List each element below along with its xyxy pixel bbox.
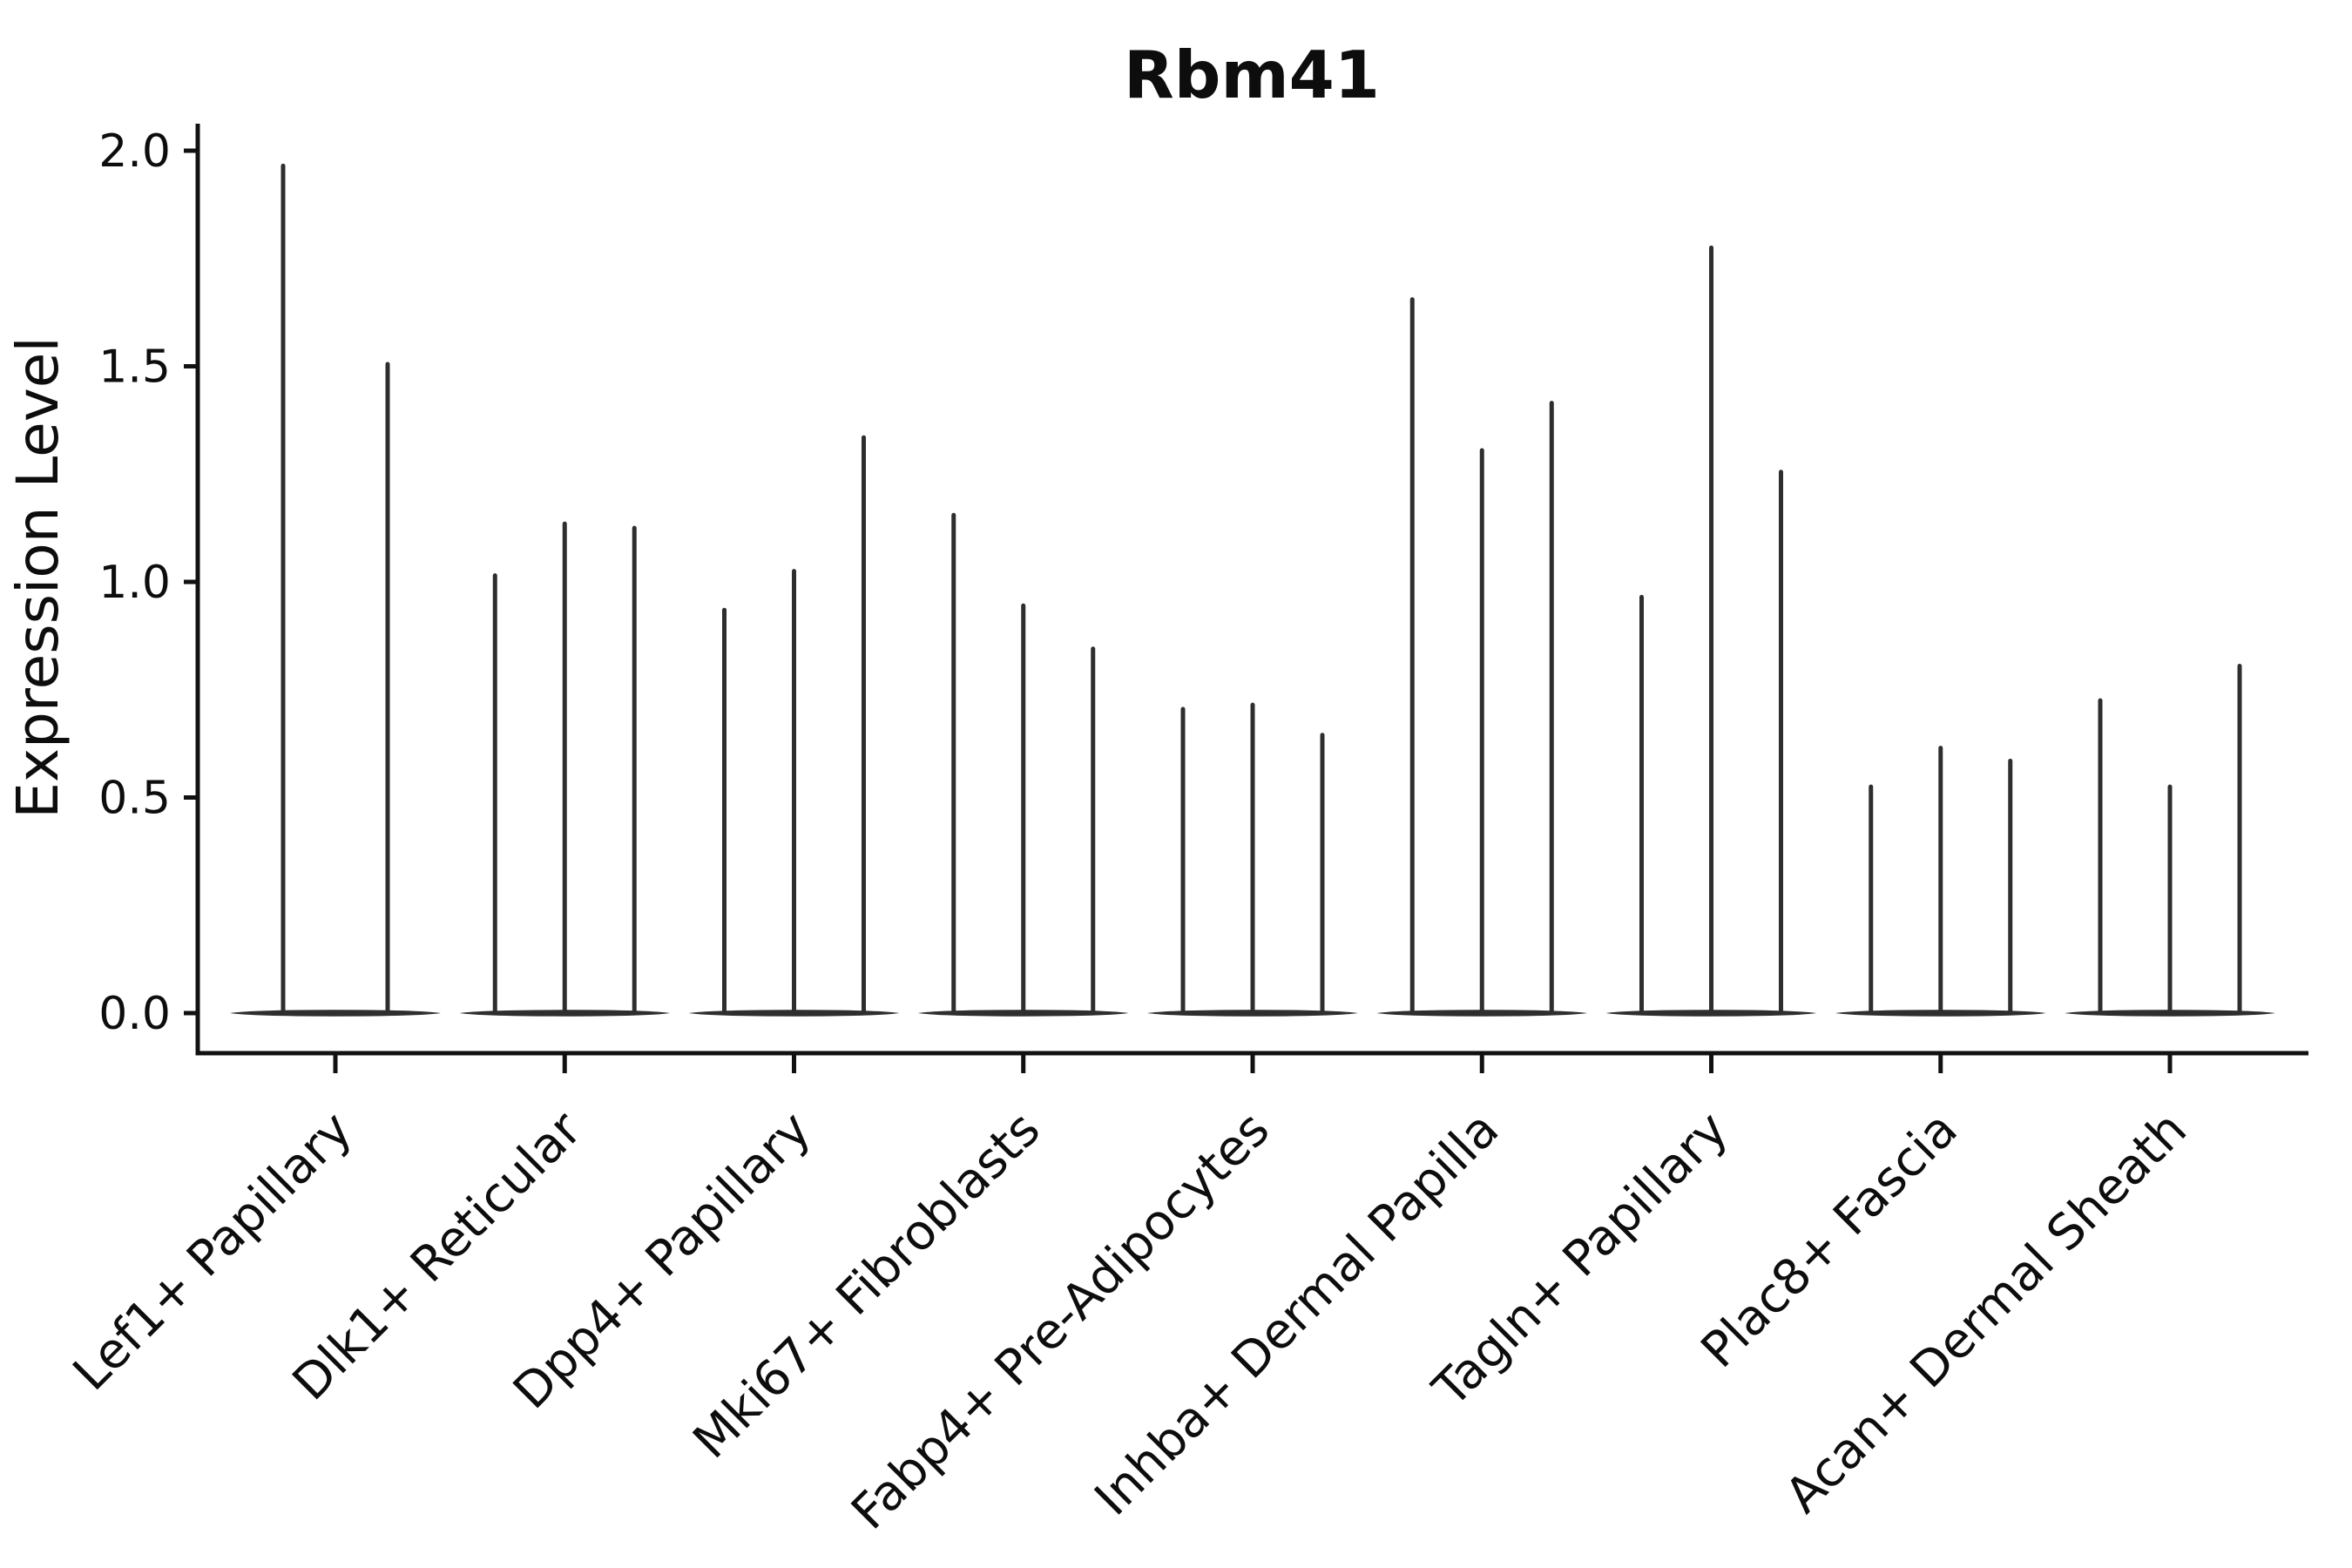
- y-tick-label: 1.5: [98, 341, 171, 394]
- violin-spike: [562, 521, 567, 1015]
- violin-group: [459, 521, 671, 1017]
- violin-spike: [492, 573, 497, 1015]
- y-tick-label: 2.0: [98, 125, 171, 178]
- y-tick-label: 0.5: [98, 773, 171, 825]
- violin-spike: [792, 569, 796, 1015]
- violin-spike: [1091, 646, 1096, 1015]
- y-tick-label: 1.0: [98, 557, 171, 609]
- violin-group: [2065, 664, 2275, 1017]
- violin-spike: [2237, 664, 2242, 1015]
- violin-spike: [722, 607, 727, 1015]
- violin-spike: [1869, 784, 1874, 1015]
- y-axis-title: Expression Level: [4, 336, 71, 818]
- violin-spike: [951, 512, 956, 1015]
- violin-group: [1147, 702, 1358, 1017]
- violin-group: [1605, 245, 1817, 1017]
- violin-spike: [1709, 245, 1713, 1015]
- violin-spike: [1549, 401, 1554, 1016]
- violin-group: [230, 163, 441, 1017]
- violin-spike: [385, 362, 390, 1015]
- y-tick-labels: 0.0 0.5 1.0 1.5 2.0: [98, 125, 171, 1040]
- violin-spike: [2008, 758, 2013, 1015]
- violin-spike: [1479, 448, 1484, 1015]
- axes: [184, 124, 2308, 1073]
- x-tick-label: Acan+ Dermal Sheath: [1774, 1101, 2198, 1524]
- x-tick-label: Inhba+ Dermal Papilla: [1085, 1101, 1511, 1527]
- violin-group: [1376, 297, 1588, 1017]
- violin-spike: [280, 163, 286, 1016]
- violin-spike: [632, 525, 637, 1015]
- violin-spike: [1021, 603, 1026, 1015]
- violin-spike: [1250, 702, 1255, 1015]
- violin-spike: [1779, 470, 1783, 1015]
- violin-spike: [1409, 297, 1415, 1015]
- violin-spike: [862, 435, 866, 1015]
- violin-group: [688, 435, 900, 1017]
- violin-spike: [1639, 594, 1644, 1015]
- violin-base: [230, 1010, 441, 1017]
- violin-spike: [1938, 746, 1943, 1015]
- x-tick-label: Fabp4+ Pre-Adipocytes: [841, 1101, 1281, 1541]
- violin-spike: [1180, 706, 1186, 1015]
- violin-spike: [1320, 733, 1325, 1015]
- violins: [230, 163, 2275, 1017]
- violin-spike: [2167, 784, 2173, 1015]
- violin-group: [1835, 746, 2046, 1017]
- violin-group: [917, 512, 1129, 1017]
- violin-spike: [2098, 698, 2103, 1015]
- y-tick-label: 0.0: [98, 988, 171, 1040]
- chart-title: Rbm41: [1124, 37, 1380, 113]
